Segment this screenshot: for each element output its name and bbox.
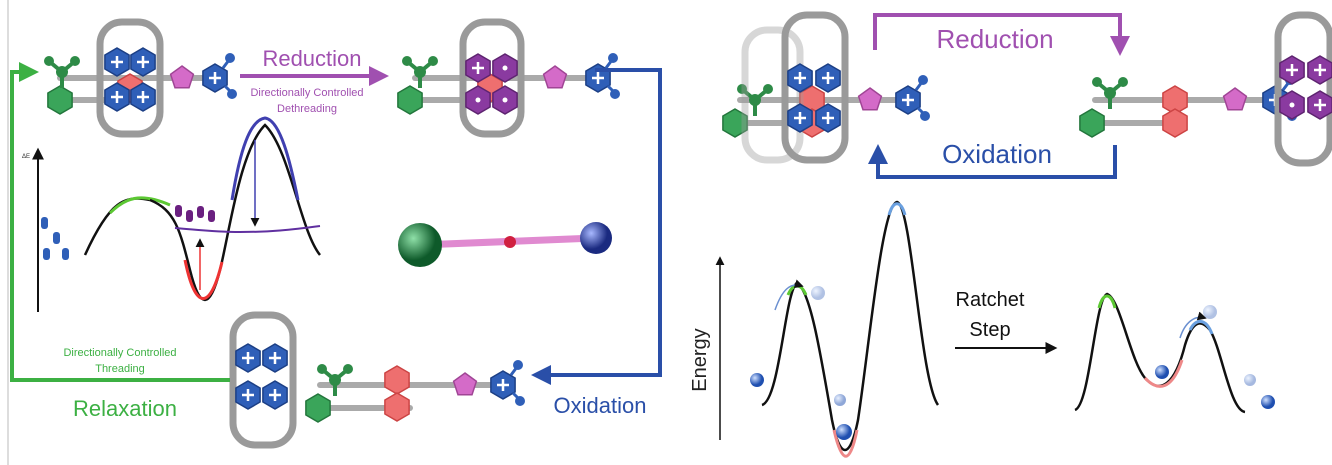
shape (171, 66, 194, 88)
dethreading-label: Directionally Controlled (250, 87, 363, 99)
shape (197, 206, 204, 218)
shape (454, 373, 477, 395)
shape (186, 210, 193, 222)
shape (1224, 88, 1247, 110)
shape (834, 394, 846, 406)
energy-profile-after (1075, 294, 1275, 412)
shape (493, 54, 517, 82)
shape (175, 205, 182, 217)
shape (504, 236, 516, 248)
ratchet-label: Ratchet (956, 289, 1025, 311)
shape (203, 53, 237, 99)
figure: Reduction Directionally Controlled Dethr… (0, 0, 1332, 465)
shape (233, 315, 293, 445)
shape (1278, 15, 1330, 163)
shape (1261, 395, 1275, 409)
shape (263, 344, 287, 372)
shape (1155, 365, 1169, 379)
shape (750, 373, 764, 387)
rotaxane-dethreaded-right (1080, 15, 1332, 163)
shape (1203, 305, 1217, 319)
shape (232, 118, 298, 200)
shape (491, 360, 525, 406)
shape (185, 260, 222, 299)
shape (836, 424, 852, 440)
energy-axis-label: ΔE (22, 154, 30, 160)
shape (1075, 294, 1245, 412)
shape (208, 210, 215, 222)
shape (53, 232, 60, 244)
dumbbell (398, 222, 612, 267)
energy-axis-label: Energy (689, 328, 711, 391)
shape (398, 86, 422, 114)
shape (41, 217, 48, 229)
shape (236, 381, 260, 409)
shape (466, 54, 490, 82)
shape (1308, 56, 1332, 84)
shape (43, 248, 50, 260)
shape (586, 53, 620, 99)
relaxation-label: Relaxation (73, 396, 177, 421)
shape (105, 48, 129, 76)
shape (580, 222, 612, 254)
energy-profile-before (750, 202, 938, 456)
shape (41, 217, 69, 260)
shape (263, 381, 287, 409)
dethreading-label: Dethreading (277, 103, 337, 115)
reduction-label: Reduction (262, 46, 361, 71)
shape (816, 104, 840, 132)
shape (544, 66, 567, 88)
shape (131, 48, 155, 76)
shape (466, 86, 490, 114)
shape (175, 226, 320, 232)
shape (896, 75, 930, 121)
shape (493, 86, 517, 114)
ratchet-label: Step (969, 319, 1010, 341)
shape (62, 248, 69, 260)
shape (385, 393, 409, 421)
shape (788, 104, 812, 132)
shape (398, 223, 442, 267)
oxidation-label: Oxidation (942, 139, 1052, 169)
shape (1092, 77, 1128, 109)
rotaxane-threaded (233, 315, 525, 445)
threading-label: Directionally Controlled (63, 347, 176, 359)
shape (1308, 91, 1332, 119)
shape (816, 64, 840, 92)
shape (306, 394, 330, 422)
rotaxane-oxidized (44, 22, 237, 134)
shape (762, 202, 938, 450)
shape (131, 83, 155, 111)
shape (1280, 91, 1304, 119)
shape (811, 286, 825, 300)
shape (385, 366, 409, 394)
shape (1080, 109, 1104, 137)
shape (1280, 56, 1304, 84)
shape (317, 364, 353, 396)
shape (859, 88, 882, 110)
shape (236, 344, 260, 372)
shape (402, 56, 438, 88)
energy-profile (41, 118, 320, 300)
reduction-label: Reduction (936, 24, 1053, 54)
rotaxane-threaded-right (723, 15, 930, 160)
shape (44, 56, 80, 88)
shape (175, 205, 215, 222)
rotaxane-reduced (398, 22, 620, 134)
shape (788, 64, 812, 92)
oxidation-label: Oxidation (554, 393, 647, 418)
shape (48, 86, 72, 114)
shape (1163, 109, 1187, 137)
threading-label: Threading (95, 363, 145, 375)
shape (1244, 374, 1256, 386)
shape (105, 83, 129, 111)
